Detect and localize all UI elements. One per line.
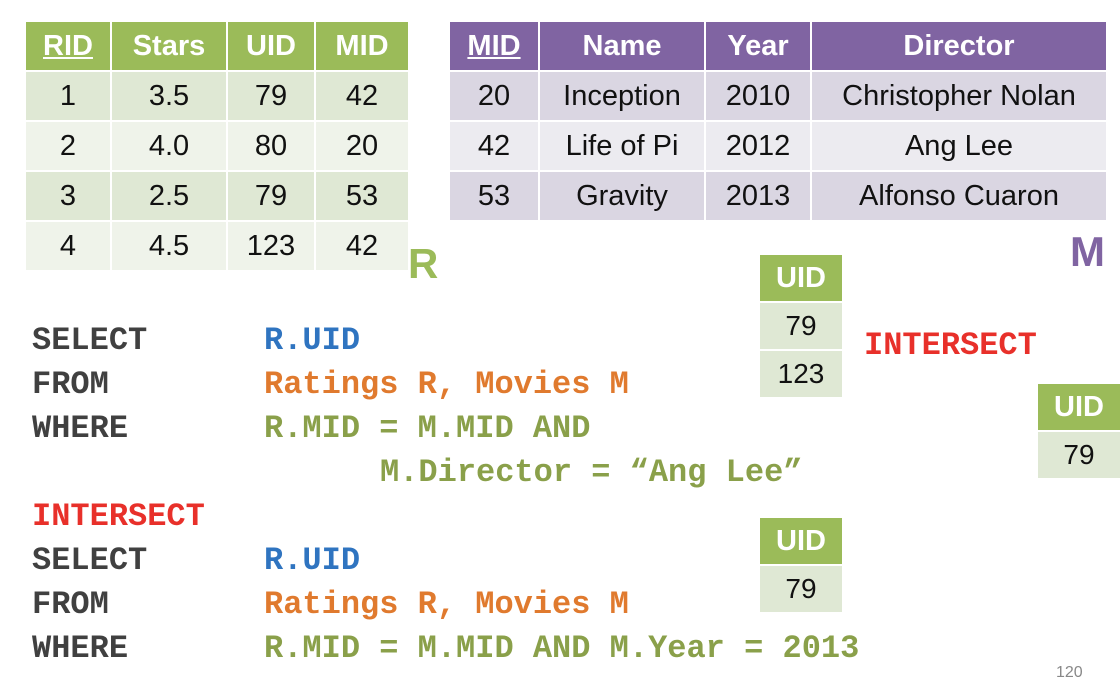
cell: 53 [448,170,540,222]
cell: 20 [314,120,410,172]
sql-select-expr: R.UID [264,542,361,579]
cell: 79 [226,70,316,122]
cell: 2 [24,120,112,172]
table-row: 123 [758,349,844,399]
cell: 3 [24,170,112,222]
cell: 42 [448,120,540,172]
result-table-query1: UID 79 123 [758,253,844,399]
sql-where-expr: R.MID = M.MID AND [264,410,591,447]
cell: 3.5 [110,70,228,122]
cell: 123 [226,220,316,272]
sql-where-expr-continued: M.Director = “Ang Lee” [380,454,803,491]
result-header-uid: UID [758,253,844,303]
cell: Inception [538,70,706,122]
cell: 80 [226,120,316,172]
movies-header-director: Director [810,20,1108,72]
sql-select-keyword: SELECT [32,542,148,579]
movies-header-year: Year [704,20,812,72]
cell: 1 [24,70,112,122]
ratings-header-uid: UID [226,20,316,72]
sql-where-keyword: WHERE [32,410,129,447]
table-row: 1 3.5 79 42 [24,70,410,122]
table-row: 79 [758,301,844,351]
cell: 123 [758,349,844,399]
result-header-uid: UID [1036,382,1120,432]
sql-from-expr: Ratings R, Movies M [264,586,629,623]
table-row: 2 4.0 80 20 [24,120,410,172]
cell: 79 [758,301,844,351]
cell: Gravity [538,170,706,222]
ratings-header-mid: MID [314,20,410,72]
ratings-header-row: RID Stars UID MID [24,20,410,72]
movies-table-label: M [1070,228,1105,275]
cell: Life of Pi [538,120,706,172]
movies-header-mid: MID [448,20,540,72]
cell: 53 [314,170,410,222]
result-table-intersect: UID 79 [1036,382,1120,480]
cell: 79 [226,170,316,222]
ratings-table-label: R [408,240,439,287]
cell: 2.5 [110,170,228,222]
sql-from-keyword: FROM [32,366,109,403]
sql-from-expr: Ratings R, Movies M [264,366,629,403]
cell: 2012 [704,120,812,172]
intersect-label: INTERSECT [864,327,1037,364]
result-header-row: UID [758,253,844,303]
cell: 4 [24,220,112,272]
cell: 4.5 [110,220,228,272]
sql-where-keyword: WHERE [32,630,129,667]
table-row: 20 Inception 2010 Christopher Nolan [448,70,1108,122]
cell: 79 [758,564,844,614]
sql-select-expr: R.UID [264,322,361,359]
cell: 42 [314,220,410,272]
table-row: 79 [1036,430,1120,480]
result-header-row: UID [758,516,844,566]
cell: 4.0 [110,120,228,172]
cell: Christopher Nolan [810,70,1108,122]
movies-table: MID Name Year Director 20 Inception 2010… [448,20,1108,222]
movies-header-row: MID Name Year Director [448,20,1108,72]
sql-select-keyword: SELECT [32,322,148,359]
result-header-uid: UID [758,516,844,566]
sql-intersect-keyword: INTERSECT [32,498,205,535]
cell: 79 [1036,430,1120,480]
result-header-row: UID [1036,382,1120,432]
result-table-query2: UID 79 [758,516,844,614]
table-row: 79 [758,564,844,614]
cell: Ang Lee [810,120,1108,172]
sql-from-keyword: FROM [32,586,109,623]
ratings-header-stars: Stars [110,20,228,72]
ratings-table: RID Stars UID MID 1 3.5 79 42 2 4.0 80 2… [24,20,410,272]
page-number: 120 [1056,664,1083,681]
ratings-header-rid: RID [24,20,112,72]
cell: Alfonso Cuaron [810,170,1108,222]
cell: 2010 [704,70,812,122]
cell: 2013 [704,170,812,222]
table-row: 3 2.5 79 53 [24,170,410,222]
table-row: 53 Gravity 2013 Alfonso Cuaron [448,170,1108,222]
cell: 20 [448,70,540,122]
sql-where-expr: R.MID = M.MID AND M.Year = 2013 [264,630,860,667]
cell: 42 [314,70,410,122]
table-row: 42 Life of Pi 2012 Ang Lee [448,120,1108,172]
movies-header-name: Name [538,20,706,72]
table-row: 4 4.5 123 42 [24,220,410,272]
